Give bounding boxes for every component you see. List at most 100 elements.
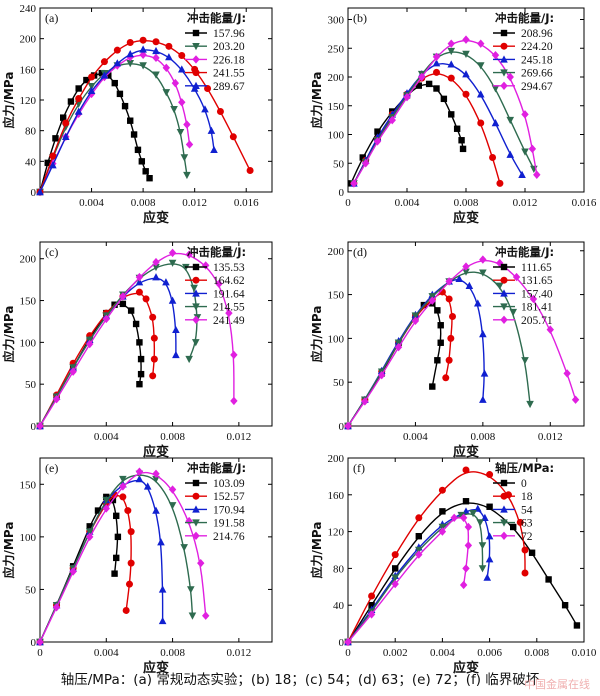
data-point [392, 565, 399, 572]
data-point [150, 334, 158, 342]
legend-marker [192, 479, 200, 487]
data-point [172, 350, 180, 359]
data-point [464, 541, 473, 550]
figure-caption: 轴压/MPa：(a) 常规动态实验；(b) 18；(c) 54；(d) 63；(… [60, 672, 540, 688]
data-point [546, 325, 554, 334]
data-point [183, 171, 191, 180]
data-point [445, 277, 453, 286]
legend-entry-label: 208.96 [521, 28, 553, 40]
y-tick-label: 0 [339, 637, 345, 649]
data-point [521, 110, 529, 119]
legend-title: 冲击能量/J: [187, 11, 246, 25]
legend-marker [500, 69, 508, 77]
data-point [87, 86, 96, 94]
series-line [39, 474, 194, 643]
series-line [347, 303, 442, 427]
legend-entry-label: 63 [521, 518, 533, 530]
data-point [563, 369, 571, 378]
chart-panel-4: 0.004 0.008 0.012 0 50 100 150 200 (d) 应变 应力/MPa 冲击… [309, 241, 585, 460]
data-point [168, 485, 177, 494]
data-point [170, 106, 178, 114]
data-point [457, 511, 466, 520]
data-point [479, 255, 487, 264]
data-point [158, 616, 167, 625]
data-point [201, 105, 209, 113]
data-point [111, 79, 118, 87]
series-214.76 [36, 467, 210, 647]
y-axis-label: 应力/MPa [1, 72, 16, 129]
data-point [479, 269, 487, 277]
legend-entry-label: 241.49 [213, 315, 245, 327]
legend-marker [500, 519, 508, 527]
series-line [347, 502, 578, 643]
data-point [229, 133, 237, 141]
plot-frame [39, 457, 273, 643]
data-point [180, 154, 189, 162]
y-tick-label: 200 [20, 254, 37, 266]
data-point [458, 137, 465, 144]
series-line [39, 263, 198, 427]
y-tick-label: 0 [31, 187, 37, 199]
legend-marker [500, 276, 508, 284]
data-point [119, 292, 127, 301]
data-point [44, 159, 51, 167]
data-point [447, 74, 455, 82]
data-point [158, 585, 167, 593]
legend-marker [192, 303, 200, 311]
data-point [180, 544, 188, 552]
y-tick-label: 200 [20, 34, 37, 46]
legend-entry-label: 111.65 [521, 262, 552, 274]
data-point [49, 161, 57, 169]
data-point [52, 135, 59, 142]
data-point [190, 284, 198, 292]
series-18 [344, 466, 529, 646]
data-point [368, 592, 376, 600]
data-point [571, 395, 580, 404]
data-point [36, 637, 44, 647]
data-point [83, 76, 90, 84]
legend-entry-label: 164.62 [213, 275, 245, 287]
data-point [506, 150, 515, 158]
data-point [459, 145, 467, 153]
data-point [132, 320, 140, 328]
data-point [509, 308, 517, 317]
data-point [146, 175, 153, 182]
y-axis-label: 应力/MPa [309, 522, 324, 579]
data-point [142, 168, 149, 175]
data-point [86, 523, 93, 530]
data-point [428, 296, 436, 305]
data-point [465, 281, 474, 290]
data-point [100, 71, 109, 79]
legend-entry-label: 103.09 [213, 478, 245, 490]
y-tick-label: 100 [20, 337, 37, 349]
data-point [476, 90, 485, 98]
data-point [204, 85, 212, 92]
legend-entry-label: 54 [521, 504, 533, 516]
legend-entry-label: 135.53 [213, 262, 245, 274]
panel-label: (d) [353, 245, 367, 259]
data-point [150, 355, 158, 363]
y-tick-label: 50 [333, 158, 345, 170]
legend-title: 冲击能量/J: [187, 461, 246, 475]
x-tick-label: 0.008 [160, 647, 185, 659]
legend-entry-label: 294.67 [521, 81, 553, 93]
data-point [521, 569, 529, 577]
data-point [152, 273, 160, 281]
data-point [121, 102, 129, 110]
data-point [459, 580, 468, 590]
series-line [39, 471, 207, 643]
data-point [477, 39, 485, 48]
series-191.64 [36, 273, 180, 430]
x-axis-label: 应变 [453, 444, 479, 460]
legend-marker [192, 276, 200, 284]
data-point [136, 380, 143, 388]
data-point [533, 170, 541, 179]
data-point [433, 68, 440, 76]
y-tick-label: 150 [328, 290, 345, 302]
series-135.53 [36, 300, 145, 430]
panel-label: (f) [353, 461, 365, 475]
x-tick-label: 0.008 [524, 647, 549, 659]
data-point [486, 503, 493, 510]
data-point [178, 52, 186, 60]
